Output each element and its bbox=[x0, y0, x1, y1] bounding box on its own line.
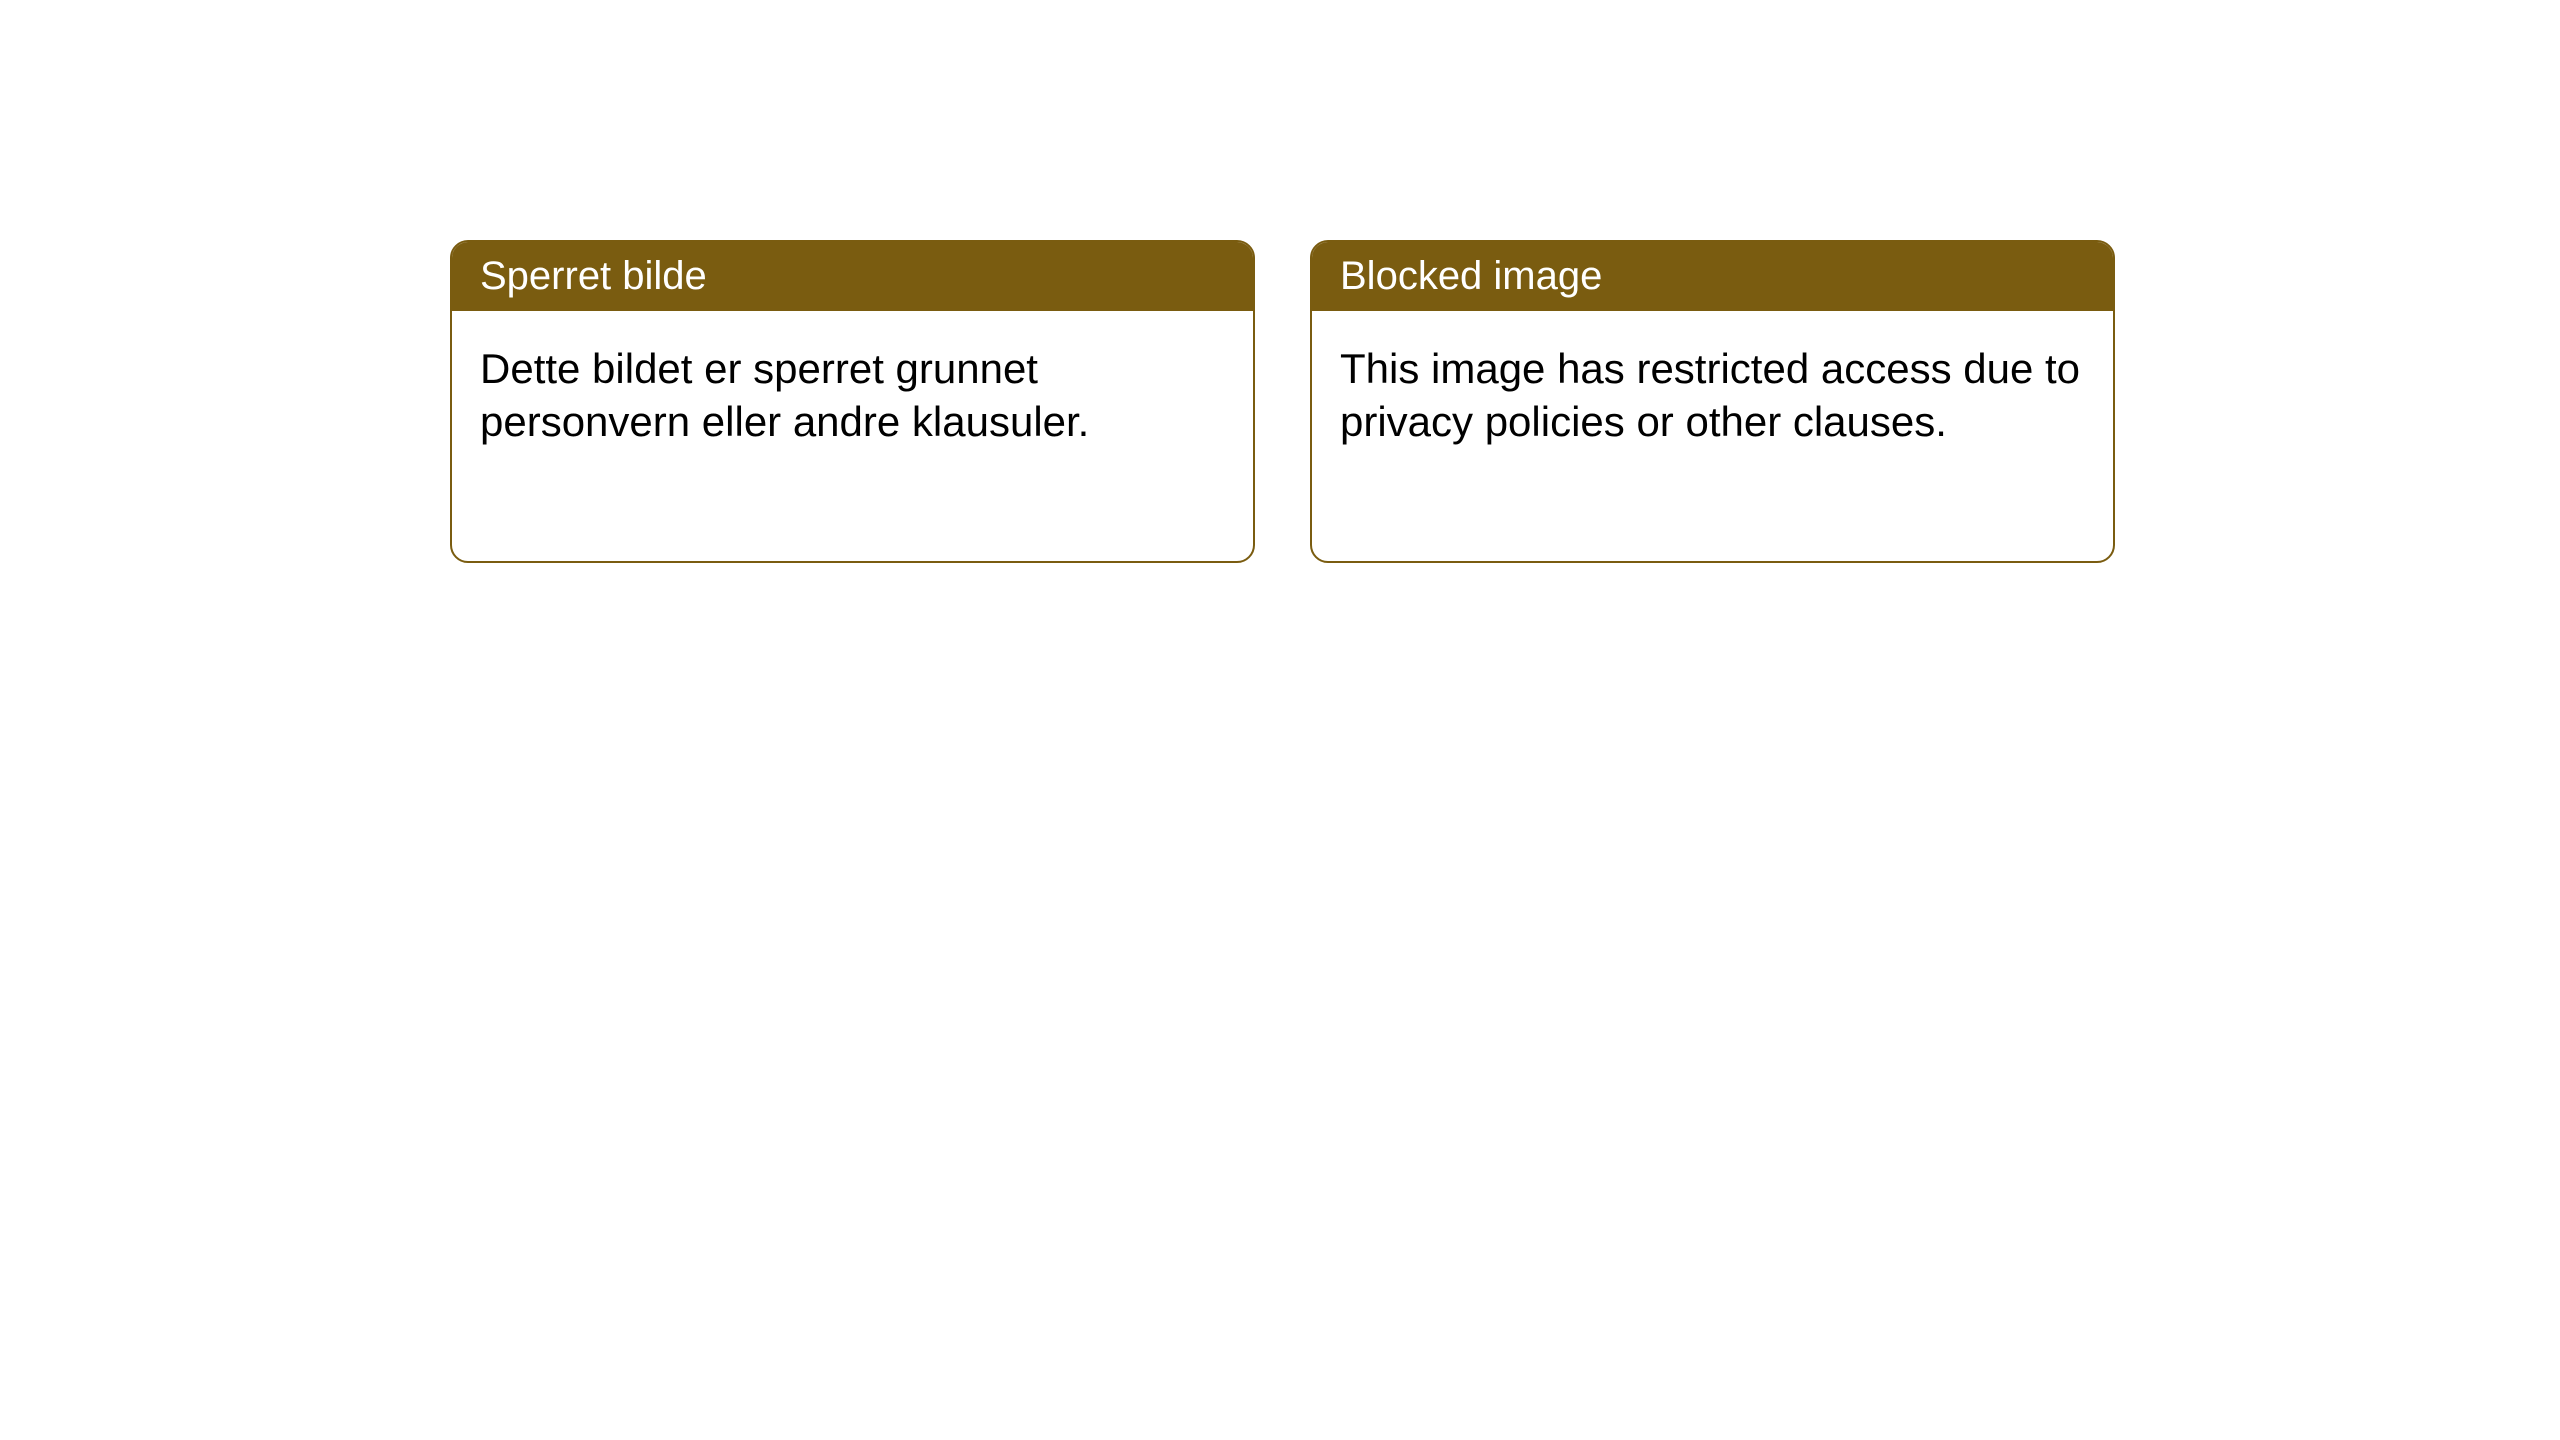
blocked-image-card-norwegian: Sperret bilde Dette bildet er sperret gr… bbox=[450, 240, 1255, 563]
notice-cards-container: Sperret bilde Dette bildet er sperret gr… bbox=[450, 240, 2560, 563]
card-title: Blocked image bbox=[1340, 254, 1602, 298]
card-body: Dette bildet er sperret grunnet personve… bbox=[452, 311, 1253, 561]
card-title: Sperret bilde bbox=[480, 254, 707, 298]
card-header: Sperret bilde bbox=[452, 242, 1253, 311]
card-message: Dette bildet er sperret grunnet personve… bbox=[480, 345, 1089, 445]
card-body: This image has restricted access due to … bbox=[1312, 311, 2113, 561]
card-message: This image has restricted access due to … bbox=[1340, 345, 2080, 445]
card-header: Blocked image bbox=[1312, 242, 2113, 311]
blocked-image-card-english: Blocked image This image has restricted … bbox=[1310, 240, 2115, 563]
